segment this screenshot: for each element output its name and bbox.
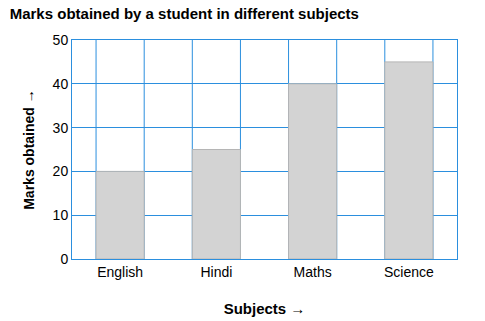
- svg-text:Science: Science: [384, 264, 434, 280]
- svg-text:40: 40: [53, 76, 69, 92]
- svg-text:50: 50: [53, 32, 69, 48]
- svg-text:Hindi: Hindi: [200, 264, 232, 280]
- svg-text:English: English: [97, 264, 143, 280]
- svg-text:20: 20: [53, 163, 69, 179]
- svg-text:10: 10: [53, 207, 69, 223]
- svg-text:Marks obtained →: Marks obtained →: [21, 89, 37, 210]
- svg-text:30: 30: [53, 120, 69, 136]
- svg-text:Marks obtained by a student in: Marks obtained by a student in different…: [10, 5, 359, 22]
- svg-text:Subjects →: Subjects →: [224, 300, 306, 317]
- svg-text:Maths: Maths: [294, 264, 332, 280]
- svg-text:0: 0: [60, 251, 68, 267]
